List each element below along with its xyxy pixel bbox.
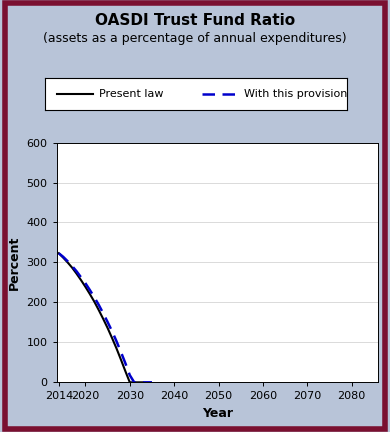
Text: (assets as a percentage of annual expenditures): (assets as a percentage of annual expend… [43, 32, 347, 44]
Text: Present law: Present law [99, 89, 164, 99]
Y-axis label: Percent: Percent [8, 235, 21, 289]
X-axis label: Year: Year [202, 407, 233, 420]
Text: OASDI Trust Fund Ratio: OASDI Trust Fund Ratio [95, 13, 295, 28]
Text: With this provision: With this provision [244, 89, 348, 99]
